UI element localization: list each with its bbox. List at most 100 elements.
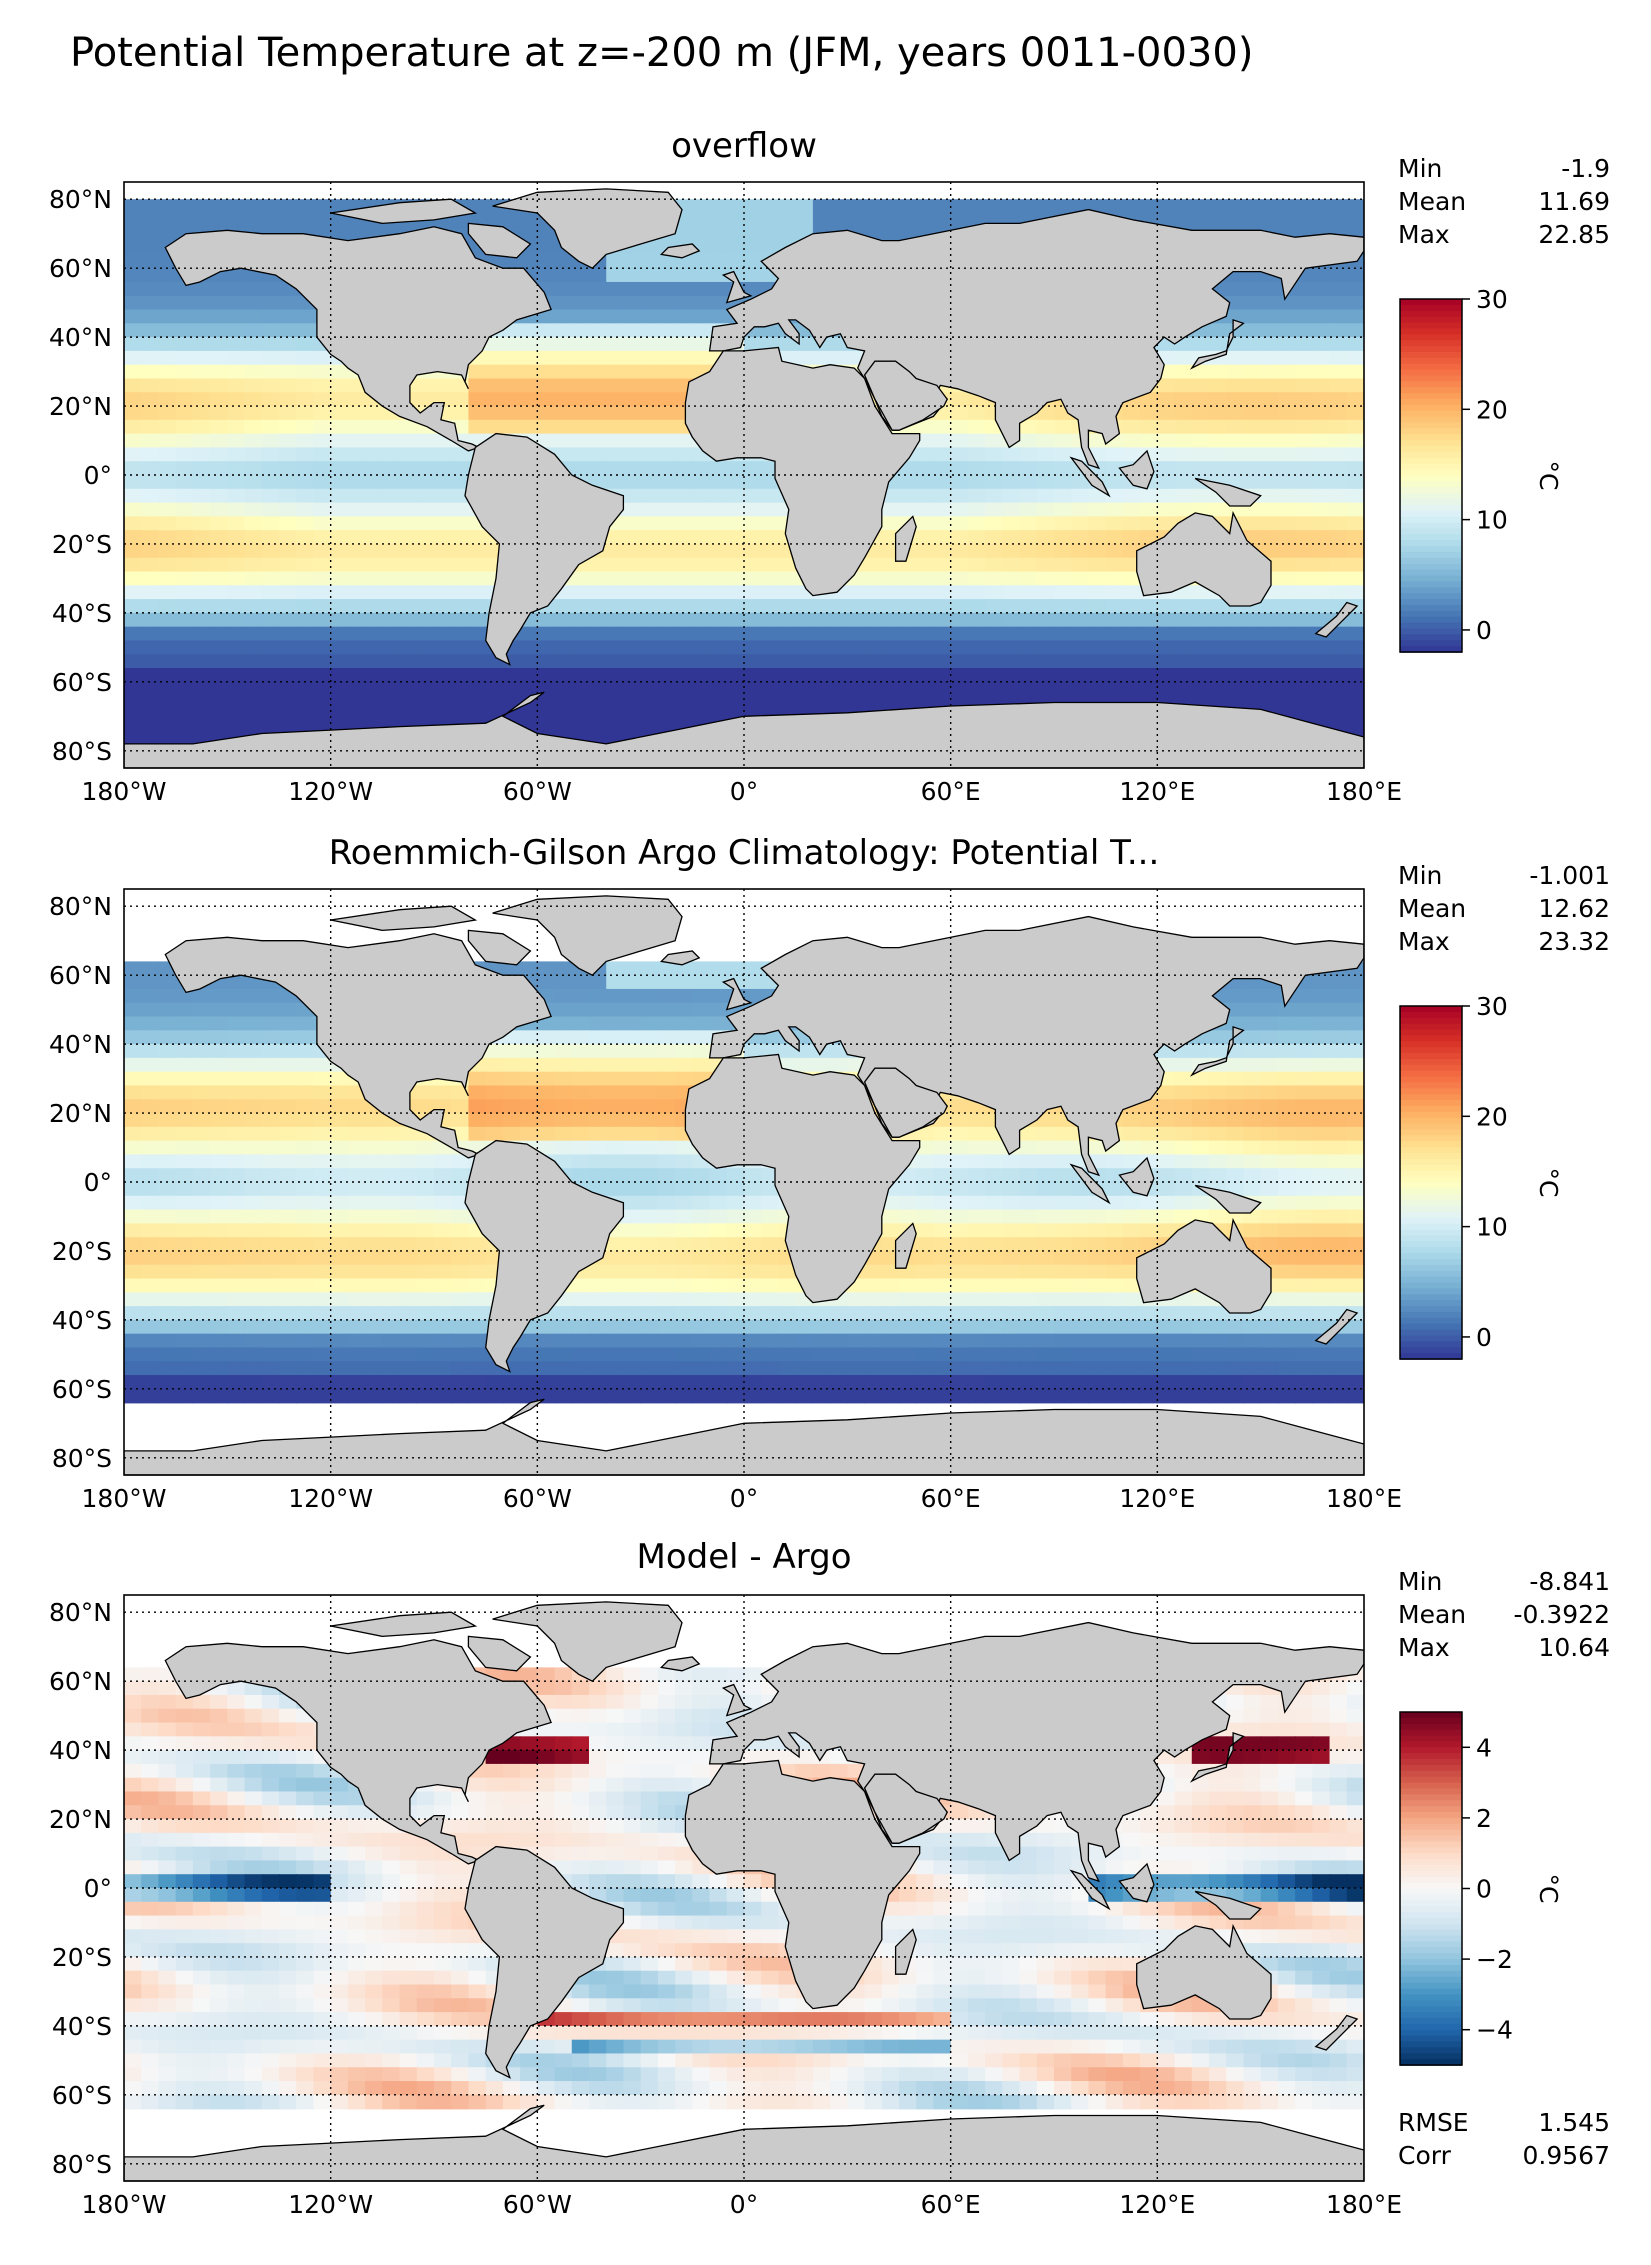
- data-cell: [950, 475, 969, 490]
- data-cell: [175, 1044, 194, 1059]
- data-cell: [709, 1223, 728, 1238]
- data-cell: [1105, 1250, 1124, 1266]
- data-cell: [554, 1085, 573, 1101]
- data-cell: [1157, 668, 1176, 683]
- data-cell: [1295, 213, 1314, 228]
- data-cell: [640, 1071, 659, 1087]
- data-cell: [916, 668, 935, 683]
- data-cell: [933, 626, 952, 642]
- data-cell: [778, 654, 797, 669]
- data-cell: [296, 323, 315, 338]
- data-cell: [1260, 337, 1279, 352]
- data-cell: [554, 1002, 573, 1018]
- data-cell: [864, 199, 883, 214]
- data-cell: [623, 1264, 642, 1280]
- data-cell: [1191, 1099, 1210, 1114]
- data-cell: [744, 599, 763, 614]
- data-cell: [1277, 488, 1296, 504]
- data-cell: [1226, 988, 1245, 1004]
- data-cell: [175, 709, 194, 724]
- data-cell: [657, 975, 676, 990]
- data-cell: [451, 406, 470, 421]
- data-cell: [692, 1250, 711, 1266]
- data-cell: [657, 571, 676, 587]
- data-cell: [434, 626, 453, 642]
- data-cell: [158, 1154, 177, 1170]
- data-cell: [141, 695, 160, 711]
- data-cell: [1088, 681, 1107, 697]
- data-cell: [175, 1223, 194, 1238]
- data-cell: [899, 1209, 918, 1225]
- data-cell: [1140, 1195, 1159, 1211]
- data-cell: [726, 1237, 745, 1252]
- data-cell: [1054, 612, 1073, 628]
- data-cell: [1295, 557, 1314, 573]
- data-cell: [606, 1237, 625, 1252]
- data-cell: [830, 695, 849, 711]
- data-cell: [1105, 1237, 1124, 1252]
- data-cell: [279, 1209, 298, 1225]
- data-cell: [175, 323, 194, 338]
- data-cell: [675, 1168, 694, 1183]
- data-cell: [1105, 516, 1124, 531]
- data-cell: [279, 350, 298, 366]
- data-cell: [192, 543, 211, 559]
- data-cell: [950, 1195, 969, 1211]
- data-cell: [1226, 1154, 1245, 1170]
- data-cell: [1036, 571, 1055, 587]
- data-cell: [416, 502, 435, 518]
- data-cell: [175, 640, 194, 656]
- data-cell: [1243, 447, 1262, 463]
- data-cell: [985, 681, 1004, 697]
- data-cell: [330, 433, 349, 449]
- data-cell: [468, 1292, 487, 1307]
- data-cell: [261, 323, 280, 338]
- data-cell: [640, 1113, 659, 1128]
- data-cell: [382, 1223, 401, 1238]
- data-cell: [554, 1333, 573, 1349]
- data-cell: [692, 1292, 711, 1307]
- data-cell: [1174, 612, 1193, 628]
- data-cell: [1088, 1250, 1107, 1266]
- data-cell: [382, 1278, 401, 1294]
- data-cell: [744, 1306, 763, 1321]
- data-cell: [279, 1250, 298, 1266]
- data-cell: [244, 378, 263, 394]
- data-cell: [330, 668, 349, 683]
- data-cell: [296, 1085, 315, 1101]
- data-cell: [347, 1223, 366, 1238]
- data-cell: [881, 1209, 900, 1225]
- data-cell: [589, 1071, 608, 1087]
- data-cell: [623, 1002, 642, 1018]
- data-cell: [158, 1168, 177, 1183]
- data-cell: [537, 1333, 556, 1349]
- data-cell: [1295, 1099, 1314, 1114]
- data-cell: [933, 1250, 952, 1266]
- data-cell: [640, 681, 659, 697]
- data-cell: [192, 516, 211, 531]
- data-cell: [761, 1250, 780, 1266]
- data-cell: [916, 695, 935, 711]
- data-cell: [485, 378, 504, 394]
- data-cell: [933, 475, 952, 490]
- data-cell: [1122, 1223, 1141, 1238]
- data-cell: [279, 543, 298, 559]
- data-cell: [175, 447, 194, 463]
- data-cell: [657, 419, 676, 435]
- data-cell: [399, 1140, 418, 1156]
- data-cell: [158, 709, 177, 724]
- data-cell: [1209, 337, 1228, 352]
- data-cell: [761, 695, 780, 711]
- data-cell: [657, 392, 676, 407]
- data-cell: [451, 1250, 470, 1266]
- data-cell: [1295, 1292, 1314, 1307]
- data-cell: [1036, 1250, 1055, 1266]
- data-cell: [744, 654, 763, 669]
- data-cell: [709, 240, 728, 256]
- data-cell: [382, 447, 401, 463]
- data-cell: [1329, 350, 1348, 366]
- data-cell: [1329, 1016, 1348, 1032]
- data-cell: [1243, 695, 1262, 711]
- data-cell: [192, 488, 211, 504]
- data-cell: [244, 1030, 263, 1045]
